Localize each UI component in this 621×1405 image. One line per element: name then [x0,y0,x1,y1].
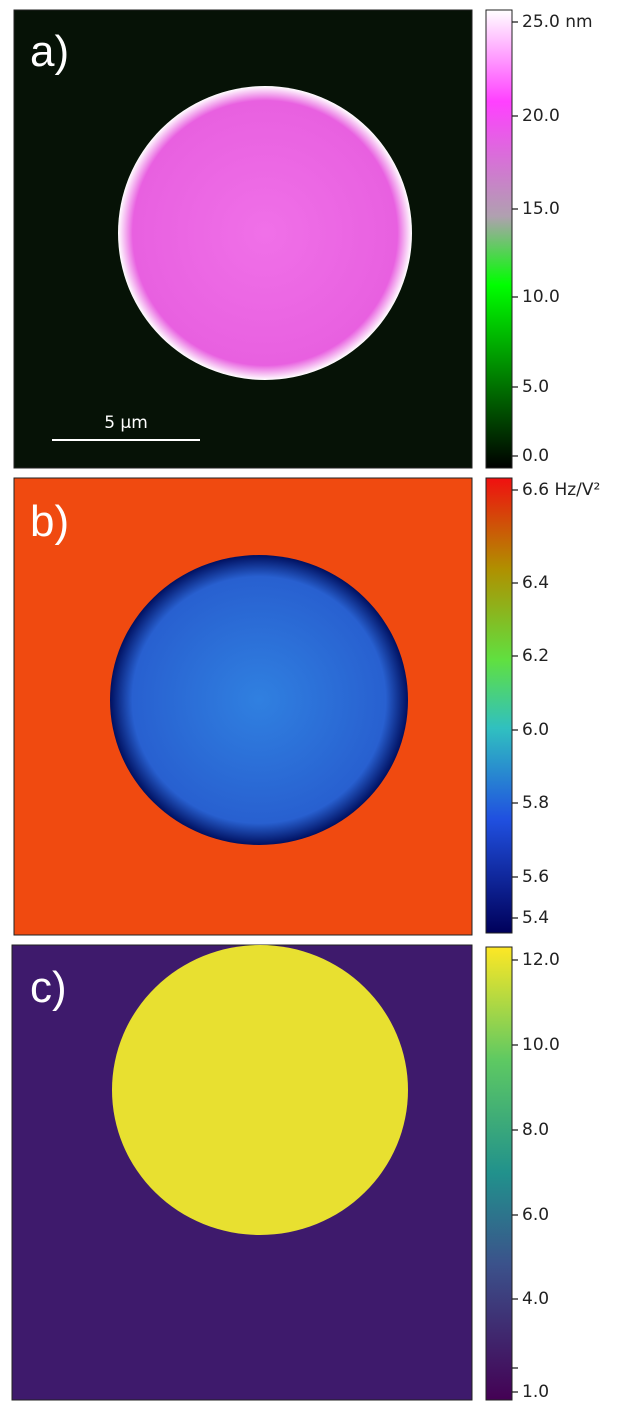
colorbar-tick-label: 6.0 [522,720,549,740]
panel-label: a) [30,27,69,76]
colorbar-tick-label: 5.0 [522,377,549,397]
panel-label: c) [30,963,67,1012]
colorbar-tick-label: 25.0 nm [522,12,593,32]
colorbar-tick-label: 4.0 [522,1289,549,1309]
panel-b: b) 6.6 Hz/V² 6.4 6.2 6.0 5.8 5.6 5.4 [14,478,600,935]
colorbar [486,478,512,933]
colorbar-tick-label: 6.0 [522,1205,549,1225]
colorbar-tick-label: 6.6 Hz/V² [522,480,600,500]
colorbar-tick-label: 0.0 [522,446,549,466]
colorbar-tick-label: 5.8 [522,793,549,813]
colorbar-tick-label: 10.0 [522,287,560,307]
colorbar-tick-label: 8.0 [522,1120,549,1140]
disc [118,86,412,380]
colorbar [486,10,512,468]
scale-bar-label: 5 µm [104,413,148,433]
panel-a: a) 5 µm 25.0 nm 20.0 15.0 10.0 5.0 0.0 [14,10,593,468]
colorbar-tick-label: 6.2 [522,646,549,666]
colorbar-tick-label: 15.0 [522,199,560,219]
disc [112,945,408,1235]
figure: a) 5 µm 25.0 nm 20.0 15.0 10.0 5.0 0.0 b) 6.6… [0,0,621,1405]
colorbar-tick-label: 10.0 [522,1035,560,1055]
colorbar-tick-label: 20.0 [522,106,560,126]
colorbar-tick-label: 12.0 [522,950,560,970]
colorbar-tick-label: 1.0 [522,1382,549,1402]
disc [110,555,408,845]
panel-label: b) [30,497,69,546]
colorbar [486,947,512,1400]
colorbar-tick-label: 5.4 [522,908,549,928]
colorbar-tick-label: 5.6 [522,867,549,887]
panel-c: c) 12.0 10.0 8.0 6.0 4.0 1.0 [12,945,560,1402]
colorbar-tick-label: 6.4 [522,573,549,593]
